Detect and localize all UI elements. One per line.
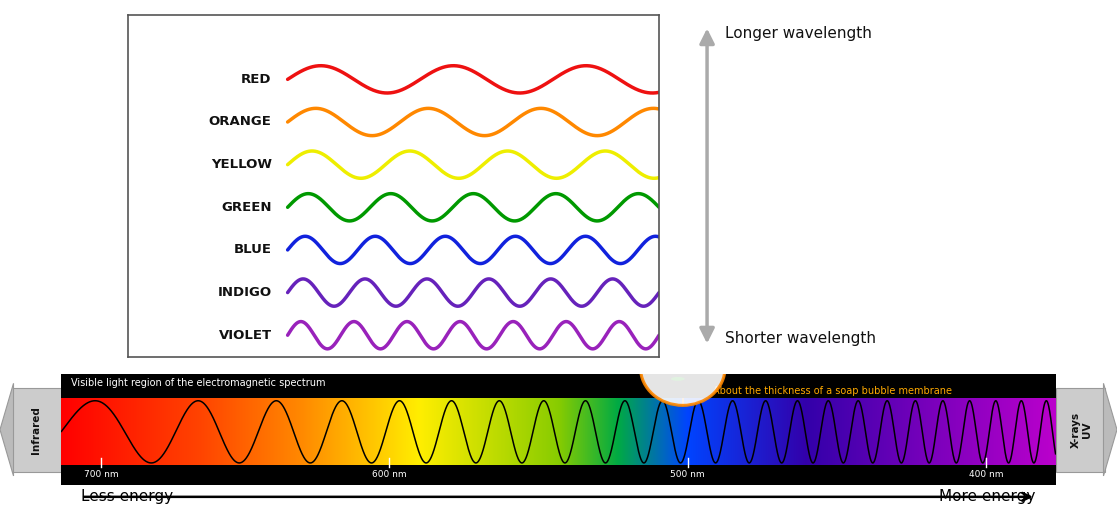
- Text: Visible light region of the electromagnetic spectrum: Visible light region of the electromagne…: [71, 378, 326, 388]
- Text: 700 nm: 700 nm: [84, 470, 118, 480]
- Text: Less energy: Less energy: [82, 489, 173, 504]
- Ellipse shape: [671, 377, 685, 381]
- Text: 600 nm: 600 nm: [372, 470, 407, 480]
- Text: About the thickness of a soap bubble membrane: About the thickness of a soap bubble mem…: [713, 386, 952, 396]
- Text: GREEN: GREEN: [221, 201, 271, 214]
- Text: VIOLET: VIOLET: [219, 329, 271, 342]
- Ellipse shape: [640, 330, 725, 405]
- Text: X-rays
UV: X-rays UV: [1070, 411, 1092, 448]
- Text: Infrared: Infrared: [30, 406, 40, 453]
- Text: 400 nm: 400 nm: [968, 470, 1003, 480]
- Ellipse shape: [662, 360, 680, 365]
- Bar: [12, 388, 61, 471]
- Text: RED: RED: [241, 73, 271, 86]
- Text: INDIGO: INDIGO: [218, 286, 271, 299]
- Polygon shape: [1104, 383, 1117, 476]
- Text: YELLOW: YELLOW: [211, 158, 271, 171]
- Text: More energy: More energy: [939, 489, 1035, 504]
- Text: ORANGE: ORANGE: [209, 115, 271, 128]
- Text: BLUE: BLUE: [233, 244, 271, 256]
- Text: Shorter wavelength: Shorter wavelength: [725, 331, 876, 346]
- Text: Longer wavelength: Longer wavelength: [725, 26, 871, 41]
- Ellipse shape: [685, 368, 700, 372]
- Polygon shape: [0, 383, 13, 476]
- Text: 500 nm: 500 nm: [670, 470, 705, 480]
- Bar: [1056, 388, 1105, 471]
